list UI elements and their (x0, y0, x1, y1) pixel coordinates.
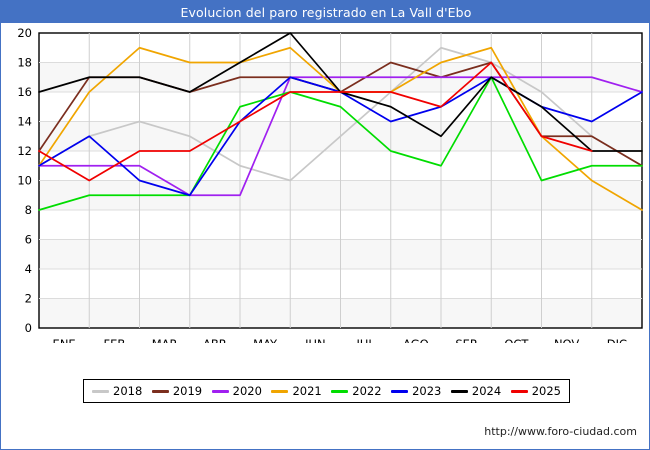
chart-plot-area: 0 2 4 6 8 10 12 14 16 18 20 ENE FEB MAR ABR MAY JUN JUL A… (1, 23, 649, 343)
legend-item-2024[interactable]: 2024 (450, 384, 502, 398)
legend-swatch-icon (331, 389, 349, 393)
y-tick-label: 20 (17, 26, 32, 40)
line-chart: 0 2 4 6 8 10 12 14 16 18 20 ENE FEB MAR ABR MAY JUN JUL A… (17, 26, 643, 343)
legend-swatch-icon (211, 389, 229, 393)
legend-swatch-icon (510, 389, 528, 393)
legend-item-2018[interactable]: 2018 (92, 384, 142, 398)
legend-item-2023[interactable]: 2023 (391, 384, 441, 398)
series-line-2022 (38, 76, 643, 211)
legend-item-2021[interactable]: 2021 (271, 384, 322, 398)
legend-item-2020[interactable]: 2020 (211, 384, 262, 398)
legend-swatch-icon (151, 389, 169, 393)
x-tick-label: JUN (304, 337, 325, 343)
legend-item-label: 2018 (113, 384, 143, 398)
x-tick-label: DIC (607, 337, 627, 343)
legend-item-label: 2020 (232, 384, 262, 398)
x-tick-label: ABR (203, 337, 227, 343)
x-axis-month-labels: ENE FEB MAR ABR MAY JUN JUL AGO SEP OCT NOV DIC (53, 337, 627, 343)
x-tick-label: ENE (53, 337, 76, 343)
legend-item-label: 2021 (292, 384, 322, 398)
y-axis-tick-labels: 0 2 4 6 8 10 12 14 16 18 20 (17, 26, 32, 335)
x-tick-label: MAY (253, 337, 278, 343)
legend-item-label: 2024 (471, 384, 502, 398)
y-tick-label: 12 (17, 144, 32, 158)
y-tick-label: 2 (25, 292, 32, 306)
x-gridlines (88, 33, 593, 328)
page-title: Evolucion del paro registrado en La Vall… (180, 4, 472, 20)
y-tick-label: 18 (17, 56, 32, 70)
legend-item-2025[interactable]: 2025 (510, 384, 561, 398)
legend-swatch-icon (391, 389, 409, 393)
x-tick-label: JUL (356, 337, 376, 343)
x-tick-label: OCT (504, 337, 529, 343)
source-url: http://www.foro-ciudad.com (484, 425, 637, 438)
y-tick-label: 10 (17, 174, 32, 188)
x-tick-label: SEP (455, 337, 477, 343)
series-line-2018 (38, 46, 643, 182)
legend-item-label: 2019 (172, 384, 203, 398)
y-tick-label: 14 (17, 115, 32, 129)
window-title-bar: Evolucion del paro registrado en La Vall… (1, 1, 649, 23)
y-tick-label: 6 (25, 233, 32, 247)
legend-item-label: 2023 (412, 384, 442, 398)
data-series-group (38, 32, 643, 211)
legend-swatch-icon (450, 389, 468, 393)
legend-item-label: 2025 (531, 384, 561, 398)
x-tick-label: AGO (403, 337, 429, 343)
chart-legend: 2018 2019 2020 2021 2022 2023 2024 2025 (83, 379, 570, 403)
y-tick-label: 0 (25, 321, 32, 335)
x-tick-label: NOV (554, 337, 579, 343)
legend-swatch-icon (271, 389, 289, 393)
y-tick-label: 4 (25, 262, 32, 276)
y-tick-label: 8 (25, 203, 32, 217)
y-tick-label: 16 (17, 85, 32, 99)
x-tick-label: MAR (152, 337, 178, 343)
series-line-2020 (38, 76, 643, 197)
legend-item-2022[interactable]: 2022 (331, 384, 382, 398)
legend-swatch-icon (92, 389, 109, 393)
legend-item-label: 2022 (352, 384, 382, 398)
legend-item-2019[interactable]: 2019 (151, 384, 203, 398)
x-tick-label: FEB (103, 337, 125, 343)
series-line-2025 (38, 61, 593, 182)
